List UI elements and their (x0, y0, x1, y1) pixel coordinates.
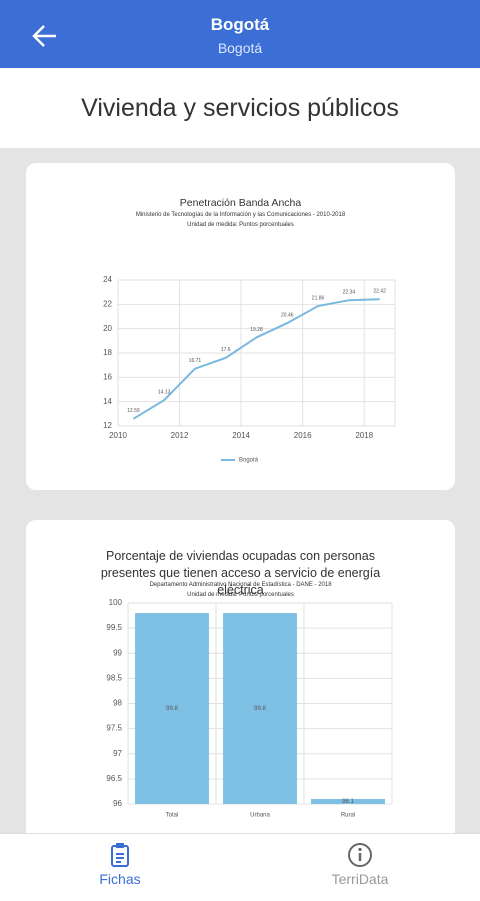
y-tick-label: 97.5 (106, 724, 122, 733)
icon (348, 843, 372, 867)
y-tick-label: 99.5 (106, 623, 122, 632)
icon (111, 843, 129, 867)
chart-title: Penetración Banda Ancha (179, 197, 302, 209)
data-label: 17.6 (221, 347, 231, 353)
x-tick-label: Total (166, 813, 179, 819)
data-label: 21.86 (312, 295, 325, 301)
y-tick-label: 100 (109, 598, 123, 607)
y-tick-label: 12 (103, 421, 112, 430)
x-tick-label: 2014 (232, 431, 250, 440)
y-tick-label: 96.5 (106, 774, 122, 783)
chart-card: Penetración Banda Ancha Ministerio de Te… (26, 163, 455, 490)
y-tick-label: 24 (103, 275, 112, 284)
data-label: 96.1 (342, 799, 354, 805)
chart: 96 96.5 97 97.5 98 98.5 99 99.5 100 99.8 Total 99.8… (106, 598, 393, 819)
x-tick-label: 2010 (109, 431, 127, 440)
app-bar: Bogotá Bogotá (0, 0, 480, 68)
chart-subtitle: Ministerio de Tecnologías de la Informac… (135, 212, 346, 218)
y-tick-label: 97 (113, 749, 122, 758)
bar (311, 798, 385, 804)
data-label: 14.13 (158, 389, 171, 395)
x-tick-label: Urbana (250, 813, 270, 819)
data-label: 12.59 (127, 408, 140, 414)
bar (135, 613, 209, 804)
section: Vivienda y servicios públicos (0, 68, 480, 148)
data-label: 22.42 (373, 289, 386, 295)
y-tick-label: 22 (103, 299, 112, 308)
y-tick-label: 20 (103, 324, 112, 333)
data-label: 99.8 (166, 706, 178, 712)
legend-label: Bogotá (239, 458, 259, 464)
section-title: Vivienda y servicios públicos (81, 94, 399, 122)
y-tick-label: 96 (113, 799, 122, 808)
chart-card: Porcentaje de viviendas ocupadas con per… (26, 520, 455, 880)
header-title: Bogotá (210, 15, 270, 34)
data-label: 20.46 (281, 312, 294, 318)
back-button[interactable] (30, 22, 58, 50)
y-tick-label: 18 (103, 348, 112, 357)
data-label: 16.71 (189, 358, 202, 364)
chart-unit: Unidad de medida: Puntos porcentuales (187, 222, 294, 228)
chart: 12 14 16 18 20 22 24 2010 2012 2014 2016 2018 12.59 1… (103, 275, 396, 464)
nav-label: Fichas (99, 871, 141, 887)
data-label: 22.34 (343, 290, 356, 296)
y-tick-label: 14 (103, 397, 112, 406)
header-subtitle: Bogotá (217, 40, 263, 56)
bar (223, 613, 297, 804)
bottom-nav: Fichas TerriData (0, 833, 480, 901)
line (132, 298, 380, 420)
data-label: 99.8 (254, 706, 266, 712)
y-tick-label: 99 (113, 648, 122, 657)
x-tick-label: 2016 (294, 431, 312, 440)
y-tick-label: 98 (113, 699, 122, 708)
x-tick-label: 2018 (355, 431, 373, 440)
y-tick-label: 98.5 (106, 673, 122, 682)
nav-terridata[interactable]: TerriData (300, 842, 420, 887)
y-tick-label: 16 (103, 372, 112, 381)
chart-title: Porcentaje de viviendas ocupadas con per… (100, 549, 381, 597)
nav-fichas[interactable]: Fichas (60, 842, 180, 887)
x-tick-label: 2012 (171, 431, 189, 440)
nav-label: TerriData (331, 871, 389, 887)
x-tick-label: Rural (341, 813, 355, 819)
chart-subtitle: Departamento Administrativo Nacional de … (149, 582, 332, 588)
chart-unit: Unidad de medida: Puntos porcentuales (187, 592, 294, 598)
data-label: 19.28 (250, 327, 263, 333)
